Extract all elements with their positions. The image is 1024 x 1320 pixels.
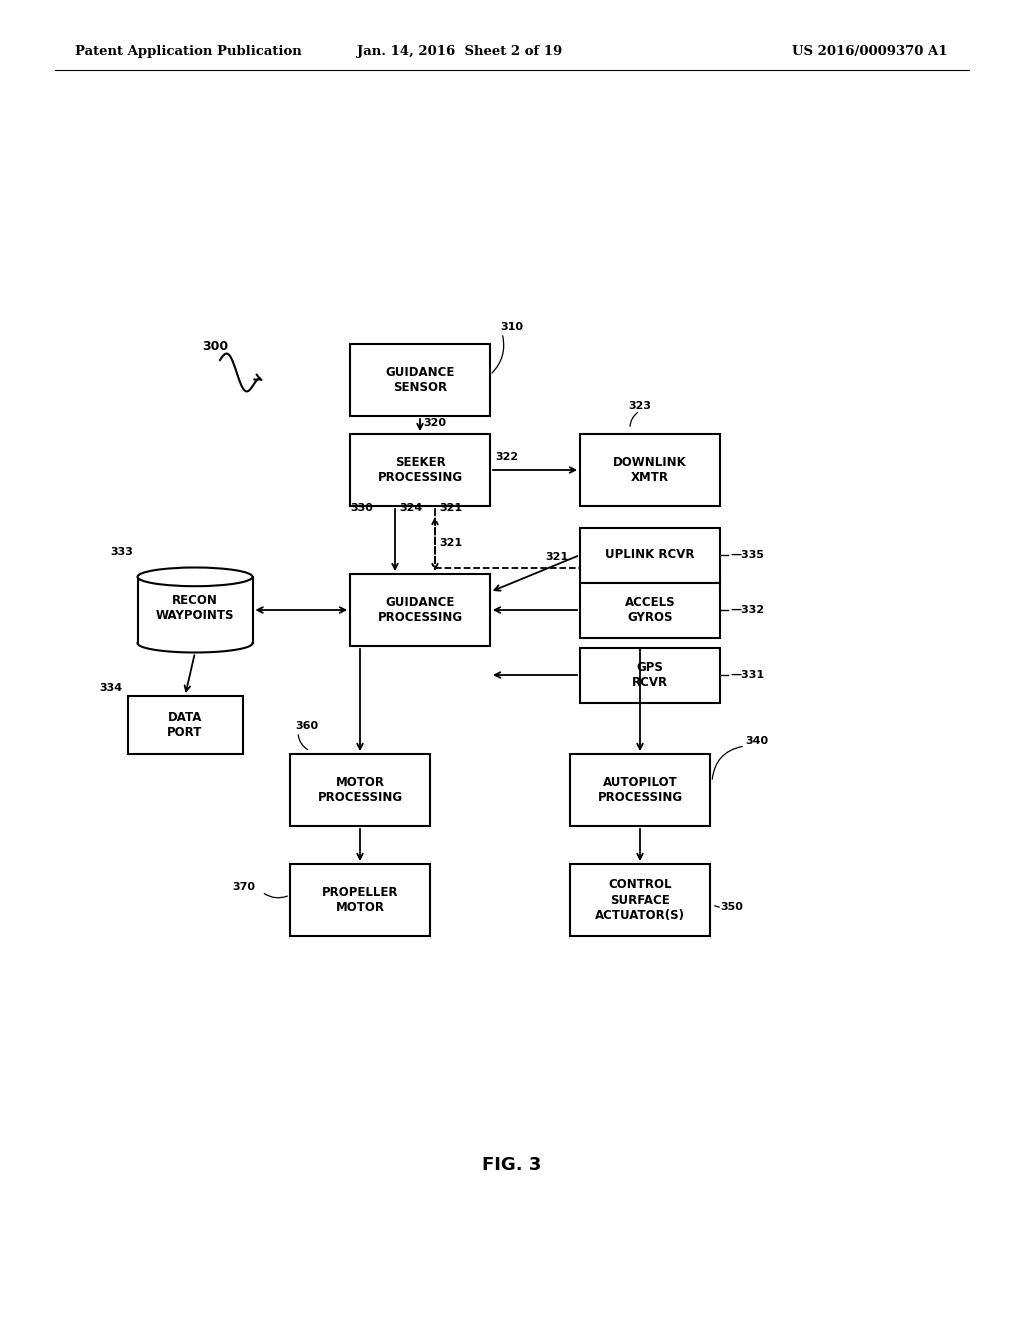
Bar bbox=[128, 696, 243, 754]
Bar bbox=[350, 345, 490, 416]
Bar bbox=[350, 574, 490, 645]
Text: DATA
PORT: DATA PORT bbox=[167, 711, 203, 739]
Text: 320: 320 bbox=[423, 418, 446, 428]
Text: 340: 340 bbox=[745, 737, 768, 746]
Text: —335: —335 bbox=[730, 550, 764, 560]
Text: 324: 324 bbox=[399, 503, 422, 513]
Bar bbox=[290, 865, 430, 936]
Bar bbox=[580, 582, 720, 638]
Text: FIG. 3: FIG. 3 bbox=[482, 1156, 542, 1173]
Text: 370: 370 bbox=[232, 882, 255, 892]
Text: 310: 310 bbox=[500, 322, 523, 333]
Text: CONTROL
SURFACE
ACTUATOR(S): CONTROL SURFACE ACTUATOR(S) bbox=[595, 879, 685, 921]
Text: AUTOPILOT
PROCESSING: AUTOPILOT PROCESSING bbox=[597, 776, 683, 804]
Text: Jan. 14, 2016  Sheet 2 of 19: Jan. 14, 2016 Sheet 2 of 19 bbox=[357, 45, 562, 58]
Bar bbox=[290, 754, 430, 826]
Text: GPS
RCVR: GPS RCVR bbox=[632, 661, 668, 689]
Text: 300: 300 bbox=[202, 341, 228, 352]
Text: 334: 334 bbox=[99, 682, 123, 693]
Text: 321: 321 bbox=[439, 539, 462, 548]
Bar bbox=[137, 577, 253, 643]
Text: 350: 350 bbox=[720, 902, 742, 912]
Text: MOTOR
PROCESSING: MOTOR PROCESSING bbox=[317, 776, 402, 804]
Text: PROPELLER
MOTOR: PROPELLER MOTOR bbox=[322, 886, 398, 913]
Text: DOWNLINK
XMTR: DOWNLINK XMTR bbox=[613, 455, 687, 484]
Text: GUIDANCE
PROCESSING: GUIDANCE PROCESSING bbox=[378, 597, 463, 624]
Text: UPLINK RCVR: UPLINK RCVR bbox=[605, 549, 694, 561]
Text: 321: 321 bbox=[545, 552, 568, 561]
Text: SEEKER
PROCESSING: SEEKER PROCESSING bbox=[378, 455, 463, 484]
Bar bbox=[350, 434, 490, 506]
Text: US 2016/0009370 A1: US 2016/0009370 A1 bbox=[793, 45, 948, 58]
Bar bbox=[580, 528, 720, 582]
Text: Patent Application Publication: Patent Application Publication bbox=[75, 45, 302, 58]
Bar bbox=[580, 648, 720, 702]
Bar bbox=[570, 754, 710, 826]
Text: GUIDANCE
SENSOR: GUIDANCE SENSOR bbox=[385, 366, 455, 393]
Text: 322: 322 bbox=[495, 451, 518, 462]
Text: 330: 330 bbox=[350, 503, 373, 513]
Text: 360: 360 bbox=[295, 721, 318, 731]
Text: ACCELS
GYROS: ACCELS GYROS bbox=[625, 597, 675, 624]
Text: RECON
WAYPOINTS: RECON WAYPOINTS bbox=[156, 594, 234, 622]
Text: —332: —332 bbox=[730, 605, 764, 615]
Bar bbox=[580, 434, 720, 506]
Text: 333: 333 bbox=[111, 546, 133, 557]
Text: 321: 321 bbox=[439, 503, 462, 513]
Bar bbox=[570, 865, 710, 936]
Text: 323: 323 bbox=[629, 401, 651, 411]
Ellipse shape bbox=[137, 568, 253, 586]
Text: —331: —331 bbox=[730, 671, 764, 680]
